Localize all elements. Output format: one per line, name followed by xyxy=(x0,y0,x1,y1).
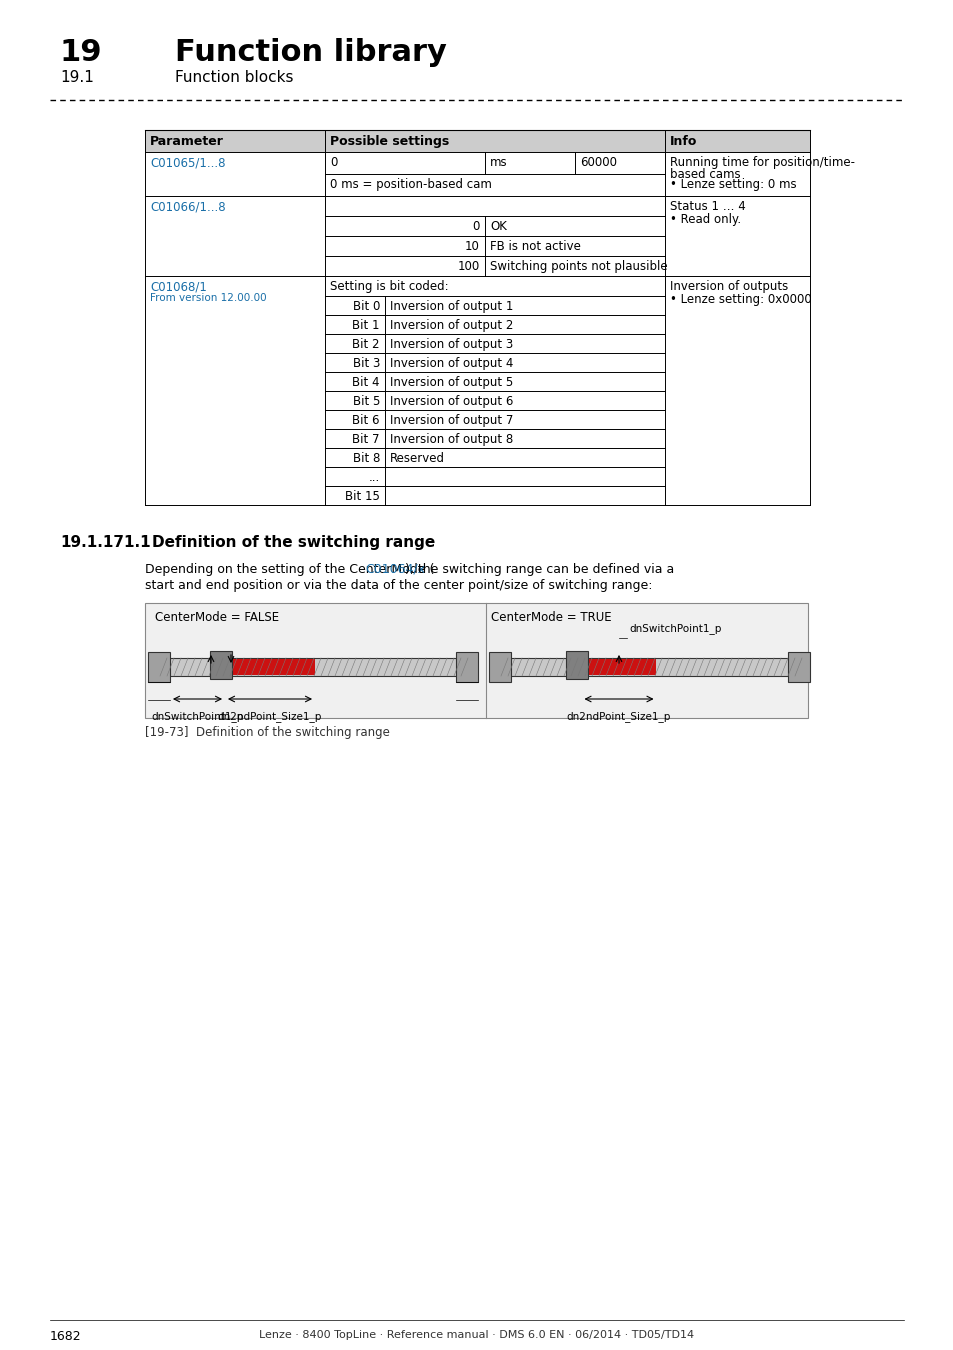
Text: Info: Info xyxy=(669,135,697,148)
Text: Inversion of output 4: Inversion of output 4 xyxy=(390,356,513,370)
Bar xyxy=(145,130,809,153)
Text: 19.1: 19.1 xyxy=(60,70,93,85)
Text: dn2ndPoint_Size1_p: dn2ndPoint_Size1_p xyxy=(217,711,322,722)
Text: Inversion of output 7: Inversion of output 7 xyxy=(390,414,513,427)
Text: C01064/x: C01064/x xyxy=(365,563,424,576)
Text: Inversion of output 1: Inversion of output 1 xyxy=(390,300,513,313)
Text: • Read only.: • Read only. xyxy=(669,213,740,225)
Text: OK: OK xyxy=(490,220,506,234)
Bar xyxy=(489,652,511,682)
Bar xyxy=(225,659,314,675)
Bar xyxy=(456,652,478,682)
Text: C01065/1...8: C01065/1...8 xyxy=(150,157,225,169)
Bar xyxy=(566,651,588,679)
Text: Possible settings: Possible settings xyxy=(330,135,449,148)
Text: Inversion of output 6: Inversion of output 6 xyxy=(390,396,513,408)
Text: dnSwitchPoint1_p: dnSwitchPoint1_p xyxy=(152,711,243,722)
Text: Bit 5: Bit 5 xyxy=(353,396,379,408)
Text: Bit 6: Bit 6 xyxy=(352,414,379,427)
Bar xyxy=(210,651,232,679)
Text: C01066/1...8: C01066/1...8 xyxy=(150,200,226,213)
Text: Running time for position/time-: Running time for position/time- xyxy=(669,157,854,169)
Text: Inversion of outputs: Inversion of outputs xyxy=(669,279,787,293)
Text: 0: 0 xyxy=(472,220,479,234)
Text: Inversion of output 5: Inversion of output 5 xyxy=(390,377,513,389)
Text: 19: 19 xyxy=(60,38,103,68)
Text: start and end position or via the data of the center point/size of switching ran: start and end position or via the data o… xyxy=(145,579,652,593)
Text: Parameter: Parameter xyxy=(150,135,224,148)
Text: Depending on the setting of the CenterMode (: Depending on the setting of the CenterMo… xyxy=(145,563,434,576)
Text: • Lenze setting: 0 ms: • Lenze setting: 0 ms xyxy=(669,178,796,190)
Text: dn2ndPoint_Size1_p: dn2ndPoint_Size1_p xyxy=(566,711,671,722)
Text: Bit 15: Bit 15 xyxy=(345,490,379,504)
Text: Reserved: Reserved xyxy=(390,452,444,464)
Text: FB is not active: FB is not active xyxy=(490,240,580,252)
Text: dnSwitchPoint1_p: dnSwitchPoint1_p xyxy=(628,622,720,634)
Text: ms: ms xyxy=(490,157,507,169)
Text: based cams: based cams xyxy=(669,167,740,181)
Text: Setting is bit coded:: Setting is bit coded: xyxy=(330,279,448,293)
Text: 60000: 60000 xyxy=(579,157,617,169)
Text: From version 12.00.00: From version 12.00.00 xyxy=(150,293,266,302)
Text: • Lenze setting: 0x0000: • Lenze setting: 0x0000 xyxy=(669,293,811,306)
Text: 0 ms = position-based cam: 0 ms = position-based cam xyxy=(330,178,492,190)
Text: 0: 0 xyxy=(330,157,337,169)
Text: Bit 3: Bit 3 xyxy=(353,356,379,370)
Text: 100: 100 xyxy=(457,261,479,273)
Text: Inversion of output 3: Inversion of output 3 xyxy=(390,338,513,351)
Text: 10: 10 xyxy=(465,240,479,252)
Bar xyxy=(501,657,797,676)
Text: Bit 7: Bit 7 xyxy=(352,433,379,446)
Bar xyxy=(145,603,807,718)
Text: Function library: Function library xyxy=(174,38,446,68)
Text: Bit 8: Bit 8 xyxy=(353,452,379,464)
Bar xyxy=(581,659,656,675)
Text: Bit 2: Bit 2 xyxy=(352,338,379,351)
Text: Function blocks: Function blocks xyxy=(174,70,294,85)
Bar xyxy=(160,657,466,676)
Bar xyxy=(787,652,809,682)
Bar xyxy=(148,652,170,682)
Text: CenterMode = TRUE: CenterMode = TRUE xyxy=(491,612,612,624)
Text: [19-73]  Definition of the switching range: [19-73] Definition of the switching rang… xyxy=(145,726,390,738)
Text: Inversion of output 8: Inversion of output 8 xyxy=(390,433,513,446)
Text: 1682: 1682 xyxy=(50,1330,82,1343)
Text: ), the switching range can be defined via a: ), the switching range can be defined vi… xyxy=(405,563,674,576)
Text: Bit 4: Bit 4 xyxy=(352,377,379,389)
Text: 19.1.171.1: 19.1.171.1 xyxy=(60,535,151,549)
Text: Inversion of output 2: Inversion of output 2 xyxy=(390,319,513,332)
Text: CenterMode = FALSE: CenterMode = FALSE xyxy=(154,612,279,624)
Text: C01068/1: C01068/1 xyxy=(150,279,207,293)
Text: Switching points not plausible: Switching points not plausible xyxy=(490,261,667,273)
Text: Definition of the switching range: Definition of the switching range xyxy=(152,535,435,549)
Text: Bit 0: Bit 0 xyxy=(353,300,379,313)
Text: ...: ... xyxy=(369,471,379,485)
Text: Lenze · 8400 TopLine · Reference manual · DMS 6.0 EN · 06/2014 · TD05/TD14: Lenze · 8400 TopLine · Reference manual … xyxy=(259,1330,694,1341)
Text: Status 1 … 4: Status 1 … 4 xyxy=(669,200,745,213)
Text: Bit 1: Bit 1 xyxy=(352,319,379,332)
